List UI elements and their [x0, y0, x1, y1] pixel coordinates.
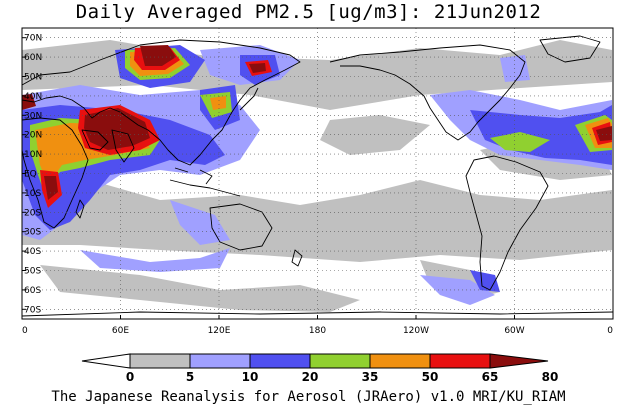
lon-tick-label: 60E	[112, 326, 129, 336]
colorbar-swatch	[249, 353, 311, 369]
colorbar-level-label: 0	[126, 370, 134, 384]
lat-tick-label: 40N	[24, 92, 42, 102]
colorbar-level-label: 50	[422, 370, 439, 384]
coastline-india	[111, 129, 135, 163]
colorbar-level-label: 20	[302, 370, 319, 384]
lon-tick-label: 60W	[504, 326, 524, 336]
map-panel	[22, 28, 613, 319]
lat-tick-label: 10S	[24, 189, 41, 199]
colorbar-swatch	[309, 353, 371, 369]
lat-tick-label: 50S	[24, 267, 41, 277]
colorbar-level-label: 10	[242, 370, 259, 384]
coastline-south-america	[465, 155, 549, 291]
lat-tick-label: 70N	[24, 34, 42, 44]
coastline-new-zealand	[291, 249, 303, 267]
credit-line: The Japanese Reanalysis for Aerosol (JRA…	[51, 389, 566, 405]
lat-tick-label: 60S	[24, 286, 41, 296]
colorbar-level-label: 80	[542, 370, 559, 384]
latitude-axis: 70N 60N 50N 40N 30N 20N 10N EQ 10S 20S 30S 40S 50S 60…	[22, 34, 42, 315]
coastline-arabia	[81, 129, 109, 151]
coastlines	[22, 35, 613, 317]
colorbar-level-label: 5	[186, 370, 194, 384]
pm25-band-above-80	[22, 45, 612, 200]
lon-tick-label: 180	[309, 326, 326, 336]
lat-tick-label: 40S	[24, 247, 41, 257]
colorbar-swatch	[429, 353, 491, 369]
lon-tick-label: 120E	[208, 326, 231, 336]
coastline-japan	[239, 87, 259, 111]
colorbar-high-arrow	[489, 353, 549, 369]
colorbar-swatch	[189, 353, 251, 369]
lon-tick-label: 120W	[403, 326, 429, 336]
colorbar-level-label: 65	[482, 370, 499, 384]
lat-tick-label: 20N	[24, 131, 42, 141]
longitude-axis: 0 60E 120E 180 120W 60W 0	[21, 315, 614, 336]
lat-tick-label: 70S	[24, 305, 41, 315]
map-title: Daily Averaged PM2.5 [ug/m3]: 21Jun2012	[75, 1, 542, 23]
colorbar-low-arrow	[81, 353, 131, 369]
graticule	[22, 28, 613, 319]
colorbar: 0 5 10 20 35 50 65 80	[81, 353, 559, 384]
coastline-north-america	[329, 44, 526, 141]
coastline-australia	[209, 203, 273, 251]
lon-tick-label: 0	[22, 326, 28, 336]
lat-tick-label: 30S	[24, 228, 41, 238]
lat-tick-label: 10N	[24, 150, 42, 160]
coastline-europe-asia	[22, 39, 301, 166]
coastline-madagascar	[75, 199, 85, 219]
coastline-africa	[22, 117, 89, 229]
colorbar-swatch	[129, 353, 191, 369]
lat-tick-label: 50N	[24, 73, 42, 83]
coastline-indonesia	[169, 167, 241, 197]
lat-tick-label: 60N	[24, 53, 42, 63]
lat-tick-label: EQ	[24, 170, 37, 180]
colorbar-swatch	[369, 353, 431, 369]
coastline-greenland	[539, 35, 601, 63]
lat-tick-label: 20S	[24, 208, 41, 218]
colorbar-level-label: 35	[362, 370, 379, 384]
lon-tick-label: 0	[607, 326, 613, 336]
lat-tick-label: 30N	[24, 111, 42, 121]
